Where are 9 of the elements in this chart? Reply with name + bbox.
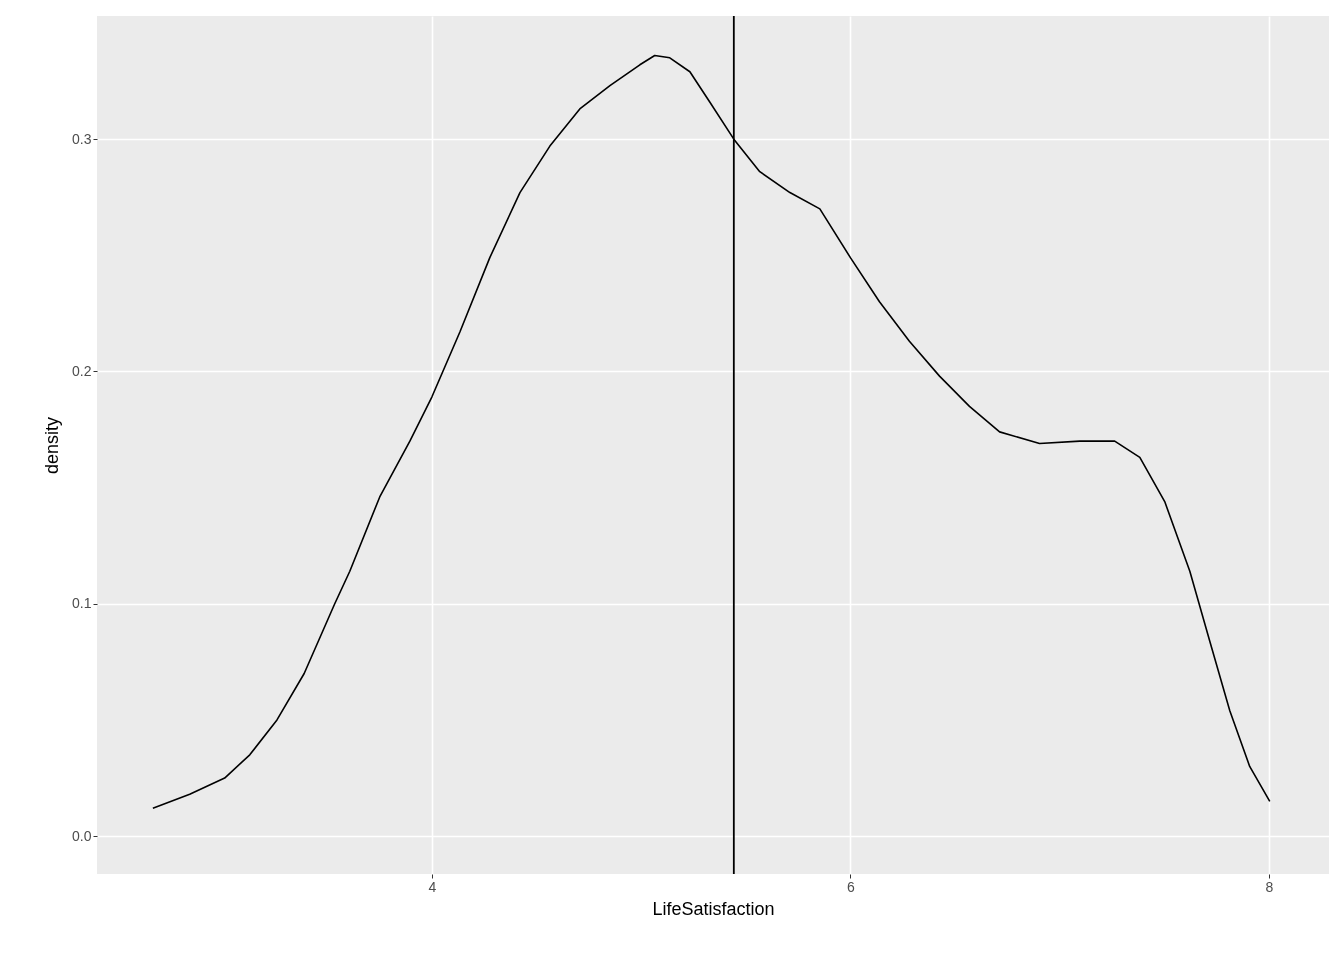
x-tick-label: 8 <box>1265 878 1274 895</box>
x-tick-label: 4 <box>428 878 437 895</box>
y-tick-label: 0.1 <box>72 595 92 612</box>
y-axis-title: density <box>42 416 63 475</box>
x-tick-label: 6 <box>846 878 855 895</box>
y-tick-label: 0.2 <box>72 362 92 379</box>
y-tick-label: 0.0 <box>72 827 92 844</box>
x-axis-title: LifeSatisfaction <box>652 898 775 919</box>
y-tick-label: 0.3 <box>72 130 92 147</box>
